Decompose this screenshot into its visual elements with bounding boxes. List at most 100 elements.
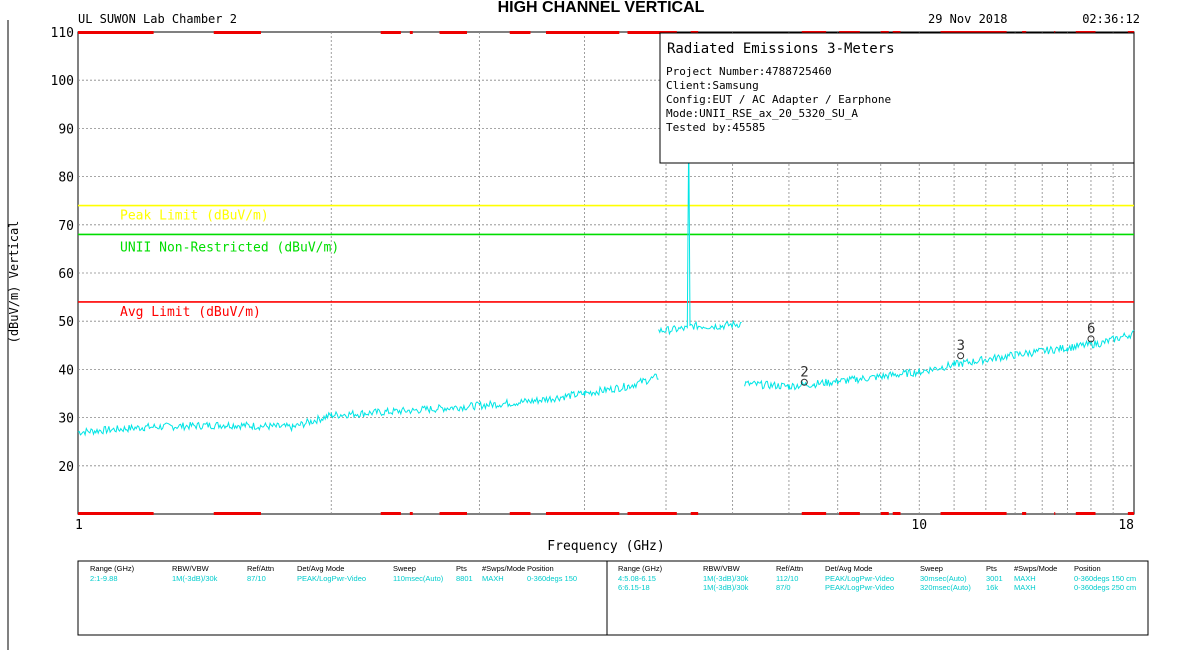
x-tick-label: 18 bbox=[1118, 518, 1134, 533]
trace-segment bbox=[77, 373, 659, 437]
trace bbox=[77, 133, 1135, 437]
markers: 2 3 6 bbox=[800, 321, 1095, 386]
settings-header: Position bbox=[1074, 564, 1101, 573]
restricted-band-bottom bbox=[78, 512, 154, 515]
marker-label: 3 bbox=[957, 338, 965, 354]
restricted-band-bottom bbox=[509, 512, 531, 515]
settings-cell: 87/10 bbox=[247, 574, 266, 583]
trace-segment bbox=[744, 329, 1135, 391]
lab-label: UL SUWON Lab Chamber 2 bbox=[78, 12, 237, 26]
settings-cell: 320msec(Auto) bbox=[920, 583, 971, 592]
settings-header: Pts bbox=[456, 564, 467, 573]
settings-header: #Swps/Mode bbox=[482, 564, 525, 573]
restricted-band-top bbox=[627, 31, 677, 34]
y-tick-label: 60 bbox=[58, 267, 74, 282]
settings-header: Pts bbox=[986, 564, 997, 573]
y-tick-label: 90 bbox=[58, 122, 74, 137]
restricted-band-bottom bbox=[940, 512, 1007, 515]
settings-cell: 1M(-3dB)/30k bbox=[172, 574, 218, 583]
restricted-band-bottom bbox=[409, 512, 413, 515]
settings-cell: 16k bbox=[986, 583, 998, 592]
y-tick-label: 70 bbox=[58, 219, 74, 234]
settings-header: Range (GHz) bbox=[90, 564, 135, 573]
info-mode: Mode:UNII_RSE_ax_20_5320_SU_A bbox=[666, 107, 858, 120]
info-project: Project Number:4788725460 bbox=[666, 65, 832, 78]
settings-cell: 30msec(Auto) bbox=[920, 574, 967, 583]
limit-label: UNII Non-Restricted (dBuV/m) bbox=[120, 240, 339, 255]
restricted-band-top bbox=[213, 31, 261, 34]
restricted-band-bottom bbox=[880, 512, 889, 515]
marker-dot bbox=[1087, 335, 1095, 343]
limit-label: Avg Limit (dBuV/m) bbox=[120, 305, 261, 320]
restricted-band-bottom bbox=[213, 512, 261, 515]
settings-cell: 0-360degs 250 cm bbox=[1074, 583, 1136, 592]
settings-cell: 3001 bbox=[986, 574, 1003, 583]
settings-cell: 0-360degs 150 bbox=[527, 574, 577, 583]
restricted-band-bottom bbox=[1127, 512, 1134, 515]
settings-cell: 4:5.08-6.15 bbox=[618, 574, 656, 583]
marker-dot bbox=[800, 378, 808, 386]
info-config: Config:EUT / AC Adapter / Earphone bbox=[666, 93, 891, 106]
restricted-band-bottom bbox=[545, 512, 620, 515]
settings-cell: 1M(-3dB)/30k bbox=[703, 583, 749, 592]
settings-header: #Swps/Mode bbox=[1014, 564, 1057, 573]
y-tick-label: 30 bbox=[58, 412, 74, 427]
settings-cell: PEAK/LogPwr-Video bbox=[825, 574, 894, 583]
x-tick-labels: 1 10 18 bbox=[75, 518, 1134, 533]
info-tested-by: Tested by:45585 bbox=[666, 121, 765, 134]
settings-header: Ref/Attn bbox=[776, 564, 803, 573]
y-tick-label: 80 bbox=[58, 171, 74, 186]
restricted-band-bottom bbox=[1054, 512, 1056, 515]
settings-cell: 2:1-9.88 bbox=[90, 574, 118, 583]
limit-label: Peak Limit (dBuV/m) bbox=[120, 209, 269, 224]
restricted-band-bottom bbox=[1022, 512, 1027, 515]
info-box: Radiated Emissions 3-Meters Project Numb… bbox=[659, 32, 1135, 164]
restricted-band-top bbox=[509, 31, 531, 34]
restricted-band-bottom bbox=[1075, 512, 1096, 515]
y-tick-label: 100 bbox=[51, 74, 74, 89]
settings-header: Det/Avg Mode bbox=[297, 564, 344, 573]
restricted-band-top bbox=[409, 31, 413, 34]
settings-header: Sweep bbox=[393, 564, 416, 573]
restricted-band-bottom bbox=[801, 512, 827, 515]
settings-cell: 87/0 bbox=[776, 583, 791, 592]
x-axis-label: Frequency (GHz) bbox=[547, 539, 664, 554]
settings-header: Det/Avg Mode bbox=[825, 564, 872, 573]
info-client: Client:Samsung bbox=[666, 79, 759, 92]
settings-header: RBW/VBW bbox=[172, 564, 210, 573]
page-title: HIGH CHANNEL VERTICAL bbox=[498, 0, 705, 16]
restricted-band-top bbox=[380, 31, 401, 34]
date-label: 29 Nov 2018 bbox=[928, 12, 1007, 26]
y-axis-label: (dBuV/m) Vertical bbox=[7, 221, 21, 344]
restricted-band-bottom bbox=[439, 512, 467, 515]
marker-label: 6 bbox=[1087, 321, 1095, 337]
y-tick-label: 40 bbox=[58, 363, 74, 378]
y-tick-label: 50 bbox=[58, 315, 74, 330]
settings-header: Position bbox=[527, 564, 554, 573]
x-tick-label: 10 bbox=[911, 518, 927, 533]
settings-panel: Range (GHz) RBW/VBW Ref/Attn Det/Avg Mode Sw… bbox=[77, 560, 1149, 636]
settings-cell: 112/10 bbox=[776, 574, 798, 583]
time-label: 02:36:12 bbox=[1082, 12, 1140, 26]
settings-cell: 0-360degs 150 cm bbox=[1074, 574, 1136, 583]
settings-cell: 110msec(Auto) bbox=[393, 574, 444, 583]
y-tick-labels: 20 30 40 50 60 70 80 90 100 110 bbox=[51, 26, 74, 475]
restricted-band-top bbox=[78, 31, 154, 34]
settings-cell: 6:6.15-18 bbox=[618, 583, 650, 592]
y-tick-label: 110 bbox=[51, 26, 74, 41]
settings-header: Sweep bbox=[920, 564, 943, 573]
settings-cell: MAXH bbox=[1014, 583, 1036, 592]
settings-cell: MAXH bbox=[482, 574, 504, 583]
restricted-band-bottom bbox=[627, 512, 677, 515]
restricted-band-bottom bbox=[892, 512, 901, 515]
settings-cell: PEAK/LogPwr-Video bbox=[825, 583, 894, 592]
restricted-band-bottom bbox=[839, 512, 860, 515]
settings-cell: PEAK/LogPwr-Video bbox=[297, 574, 366, 583]
restricted-band-top bbox=[545, 31, 620, 34]
y-tick-label: 20 bbox=[58, 460, 74, 475]
restricted-band-bottom bbox=[690, 512, 699, 515]
settings-header: RBW/VBW bbox=[703, 564, 741, 573]
marker-label: 2 bbox=[800, 364, 808, 380]
settings-header: Ref/Attn bbox=[247, 564, 274, 573]
